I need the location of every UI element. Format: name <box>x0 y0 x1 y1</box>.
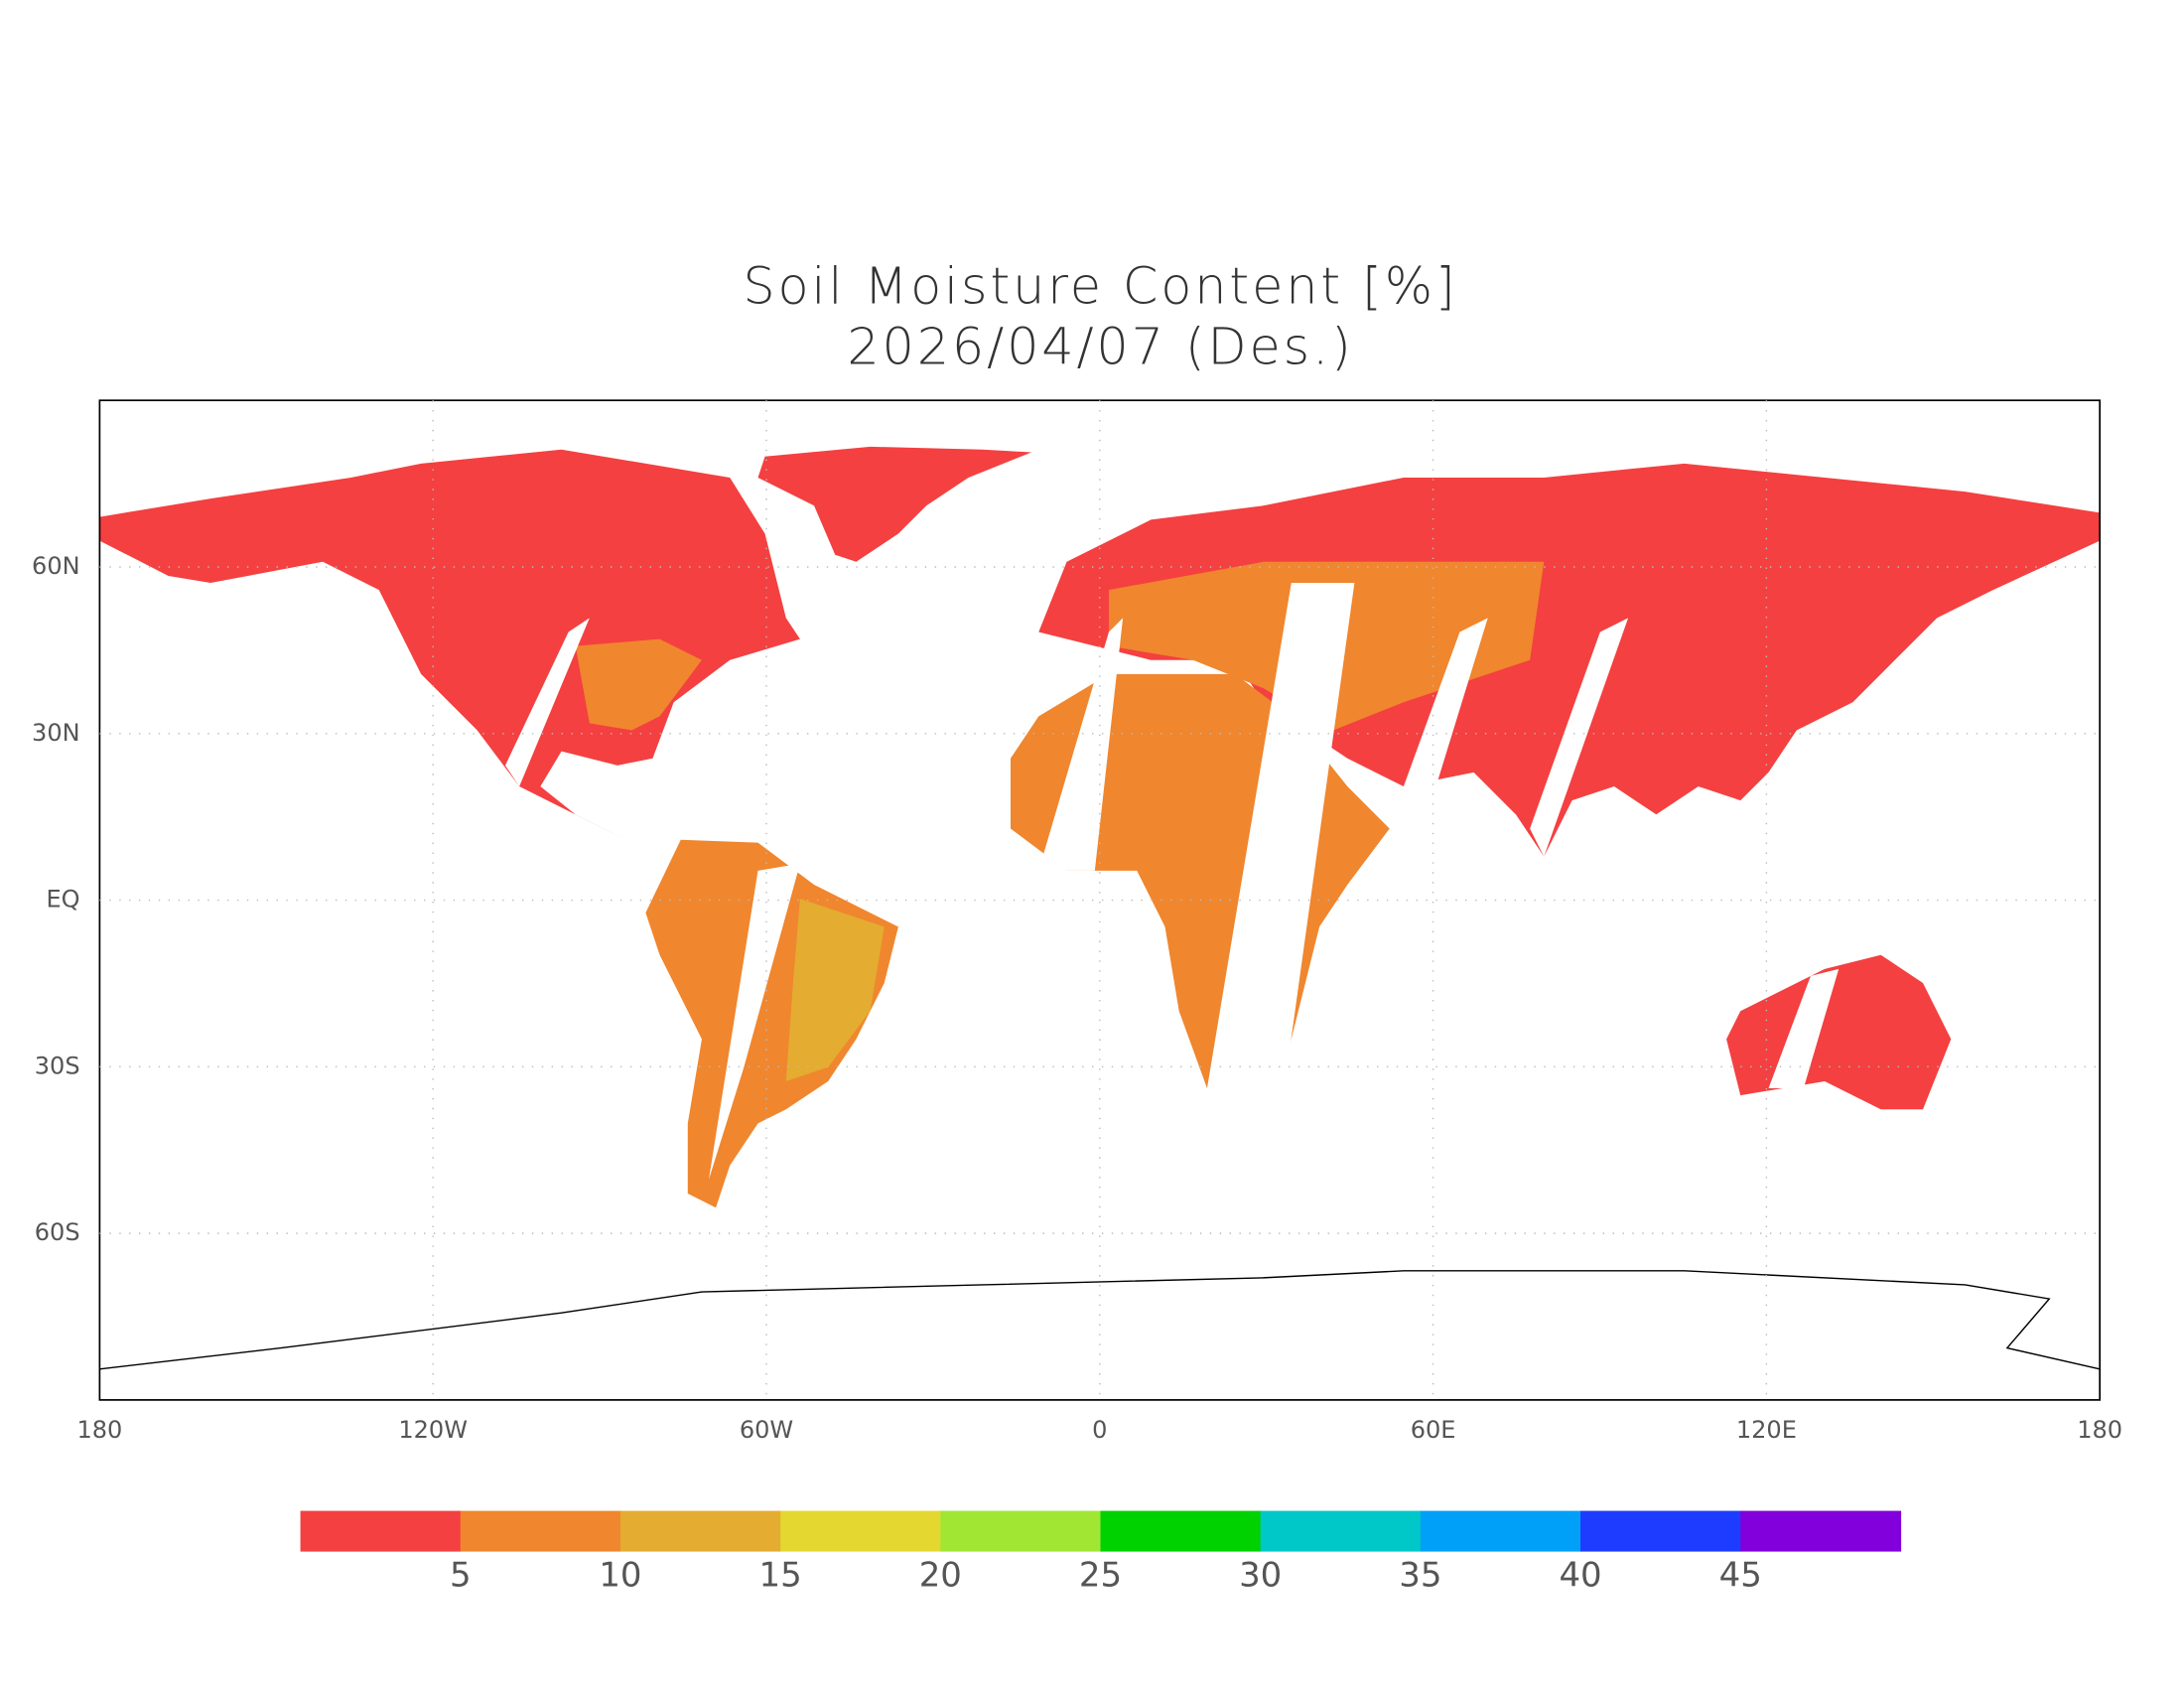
y-tick-label: 30N <box>32 719 80 747</box>
colorbar-tick-label: 25 <box>1079 1557 1122 1596</box>
x-tick-label: 60W <box>740 1416 793 1444</box>
swath-gap <box>504 618 590 787</box>
swath-gap <box>1403 618 1488 801</box>
brazil <box>785 899 885 1081</box>
y-tick-label: EQ <box>47 886 80 914</box>
colorbar-tick-label: 10 <box>599 1557 641 1596</box>
greenland <box>757 446 1032 562</box>
colorbar-box <box>1740 1510 1902 1552</box>
swath-gap <box>709 863 800 1180</box>
north-america <box>99 449 800 850</box>
x-tick-label: 0 <box>1092 1416 1107 1444</box>
colorbar-box <box>1260 1510 1422 1552</box>
swath-gap <box>1530 618 1629 857</box>
colorbar-tick-label: 40 <box>1559 1557 1601 1596</box>
australia <box>1726 954 1952 1110</box>
map-subtitle: 2026/04/07 (Des.) <box>847 318 1353 376</box>
colorbar-tick-label: 5 <box>450 1557 472 1596</box>
swath-gap <box>1768 968 1840 1089</box>
x-tick-label: 120W <box>398 1416 468 1444</box>
colorbar-box <box>1580 1510 1741 1552</box>
y-tick-label: 30S <box>35 1052 80 1079</box>
colorbar-tick-label: 30 <box>1239 1557 1282 1596</box>
colorbar-box <box>780 1510 942 1552</box>
x-tick-label: 120E <box>1736 1416 1797 1444</box>
map-title: Soil Moisture Content [%] <box>743 258 1457 317</box>
colorbar-tick-label: 15 <box>759 1557 802 1596</box>
colorbar-tick-label: 20 <box>919 1557 962 1596</box>
swath-gap <box>1206 583 1355 1089</box>
colorbar-tick-label: 45 <box>1719 1557 1762 1596</box>
swath-gap <box>1038 618 1124 871</box>
colorbar-box <box>619 1510 781 1552</box>
north-america-east <box>575 638 702 731</box>
antarctica-coast <box>99 1270 2101 1370</box>
colorbar-tick-label: 35 <box>1399 1557 1441 1596</box>
colorbar-box <box>460 1510 621 1552</box>
x-tick-label: 180 <box>2077 1416 2122 1444</box>
y-tick-label: 60N <box>32 552 80 580</box>
colorbar-box <box>300 1510 462 1552</box>
x-tick-label: 180 <box>76 1416 122 1444</box>
colorbar-box <box>1100 1510 1262 1552</box>
land-data <box>99 446 2101 1370</box>
y-tick-label: 60S <box>35 1218 80 1246</box>
colorbar-box <box>1420 1510 1581 1552</box>
x-tick-label: 60E <box>1411 1416 1456 1444</box>
colorbar-box <box>940 1510 1102 1552</box>
